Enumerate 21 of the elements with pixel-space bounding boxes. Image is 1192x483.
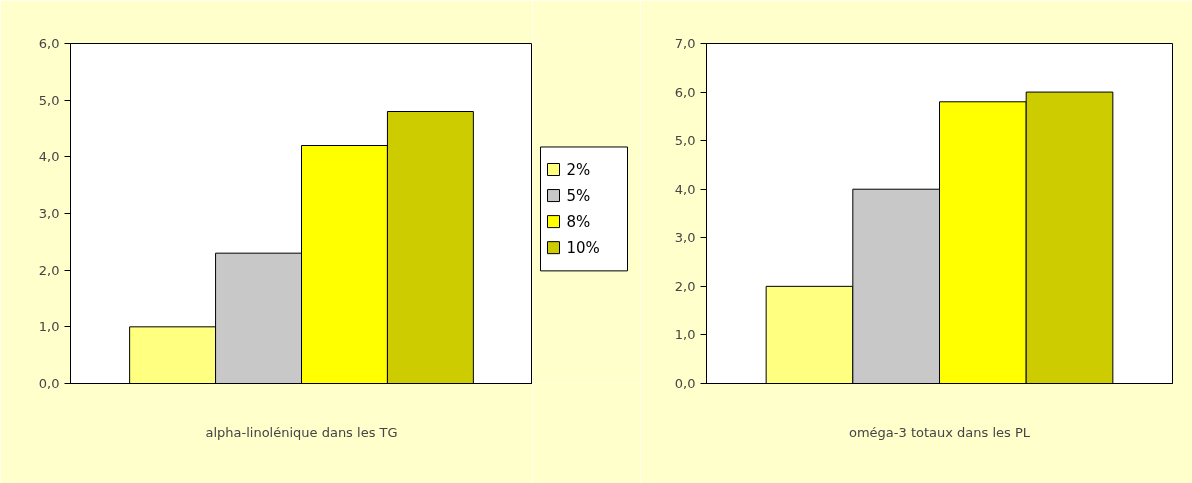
legend-label: 8%	[566, 212, 591, 231]
y-tick-label: 6,0	[38, 36, 60, 51]
x-axis-title: oméga-3 totaux dans les PL	[848, 424, 1031, 440]
y-tick-label: 0,0	[38, 376, 60, 391]
legend-label: 10%	[566, 238, 600, 257]
y-tick-label: 3,0	[674, 230, 696, 246]
y-tick-label: 3,0	[38, 206, 60, 221]
y-tick-label: 7,0	[674, 36, 696, 51]
y-tick-label: 2,0	[38, 262, 60, 278]
y-tick-label: 4,0	[674, 181, 696, 197]
y-tick-label: 6,0	[674, 84, 696, 100]
y-tick-label: 5,0	[38, 92, 60, 108]
y-tick-label: 0,0	[674, 376, 696, 391]
legend-label: 5%	[566, 186, 591, 205]
y-tick-label: 4,0	[38, 149, 60, 165]
y-tick-label: 5,0	[674, 133, 696, 149]
legend-label: 2%	[566, 160, 591, 179]
x-axis-title: alpha-linolénique dans les TG	[205, 424, 398, 440]
y-tick-label: 1,0	[674, 327, 696, 343]
y-tick-label: 1,0	[38, 319, 60, 335]
y-tick-label: 2,0	[674, 278, 696, 294]
